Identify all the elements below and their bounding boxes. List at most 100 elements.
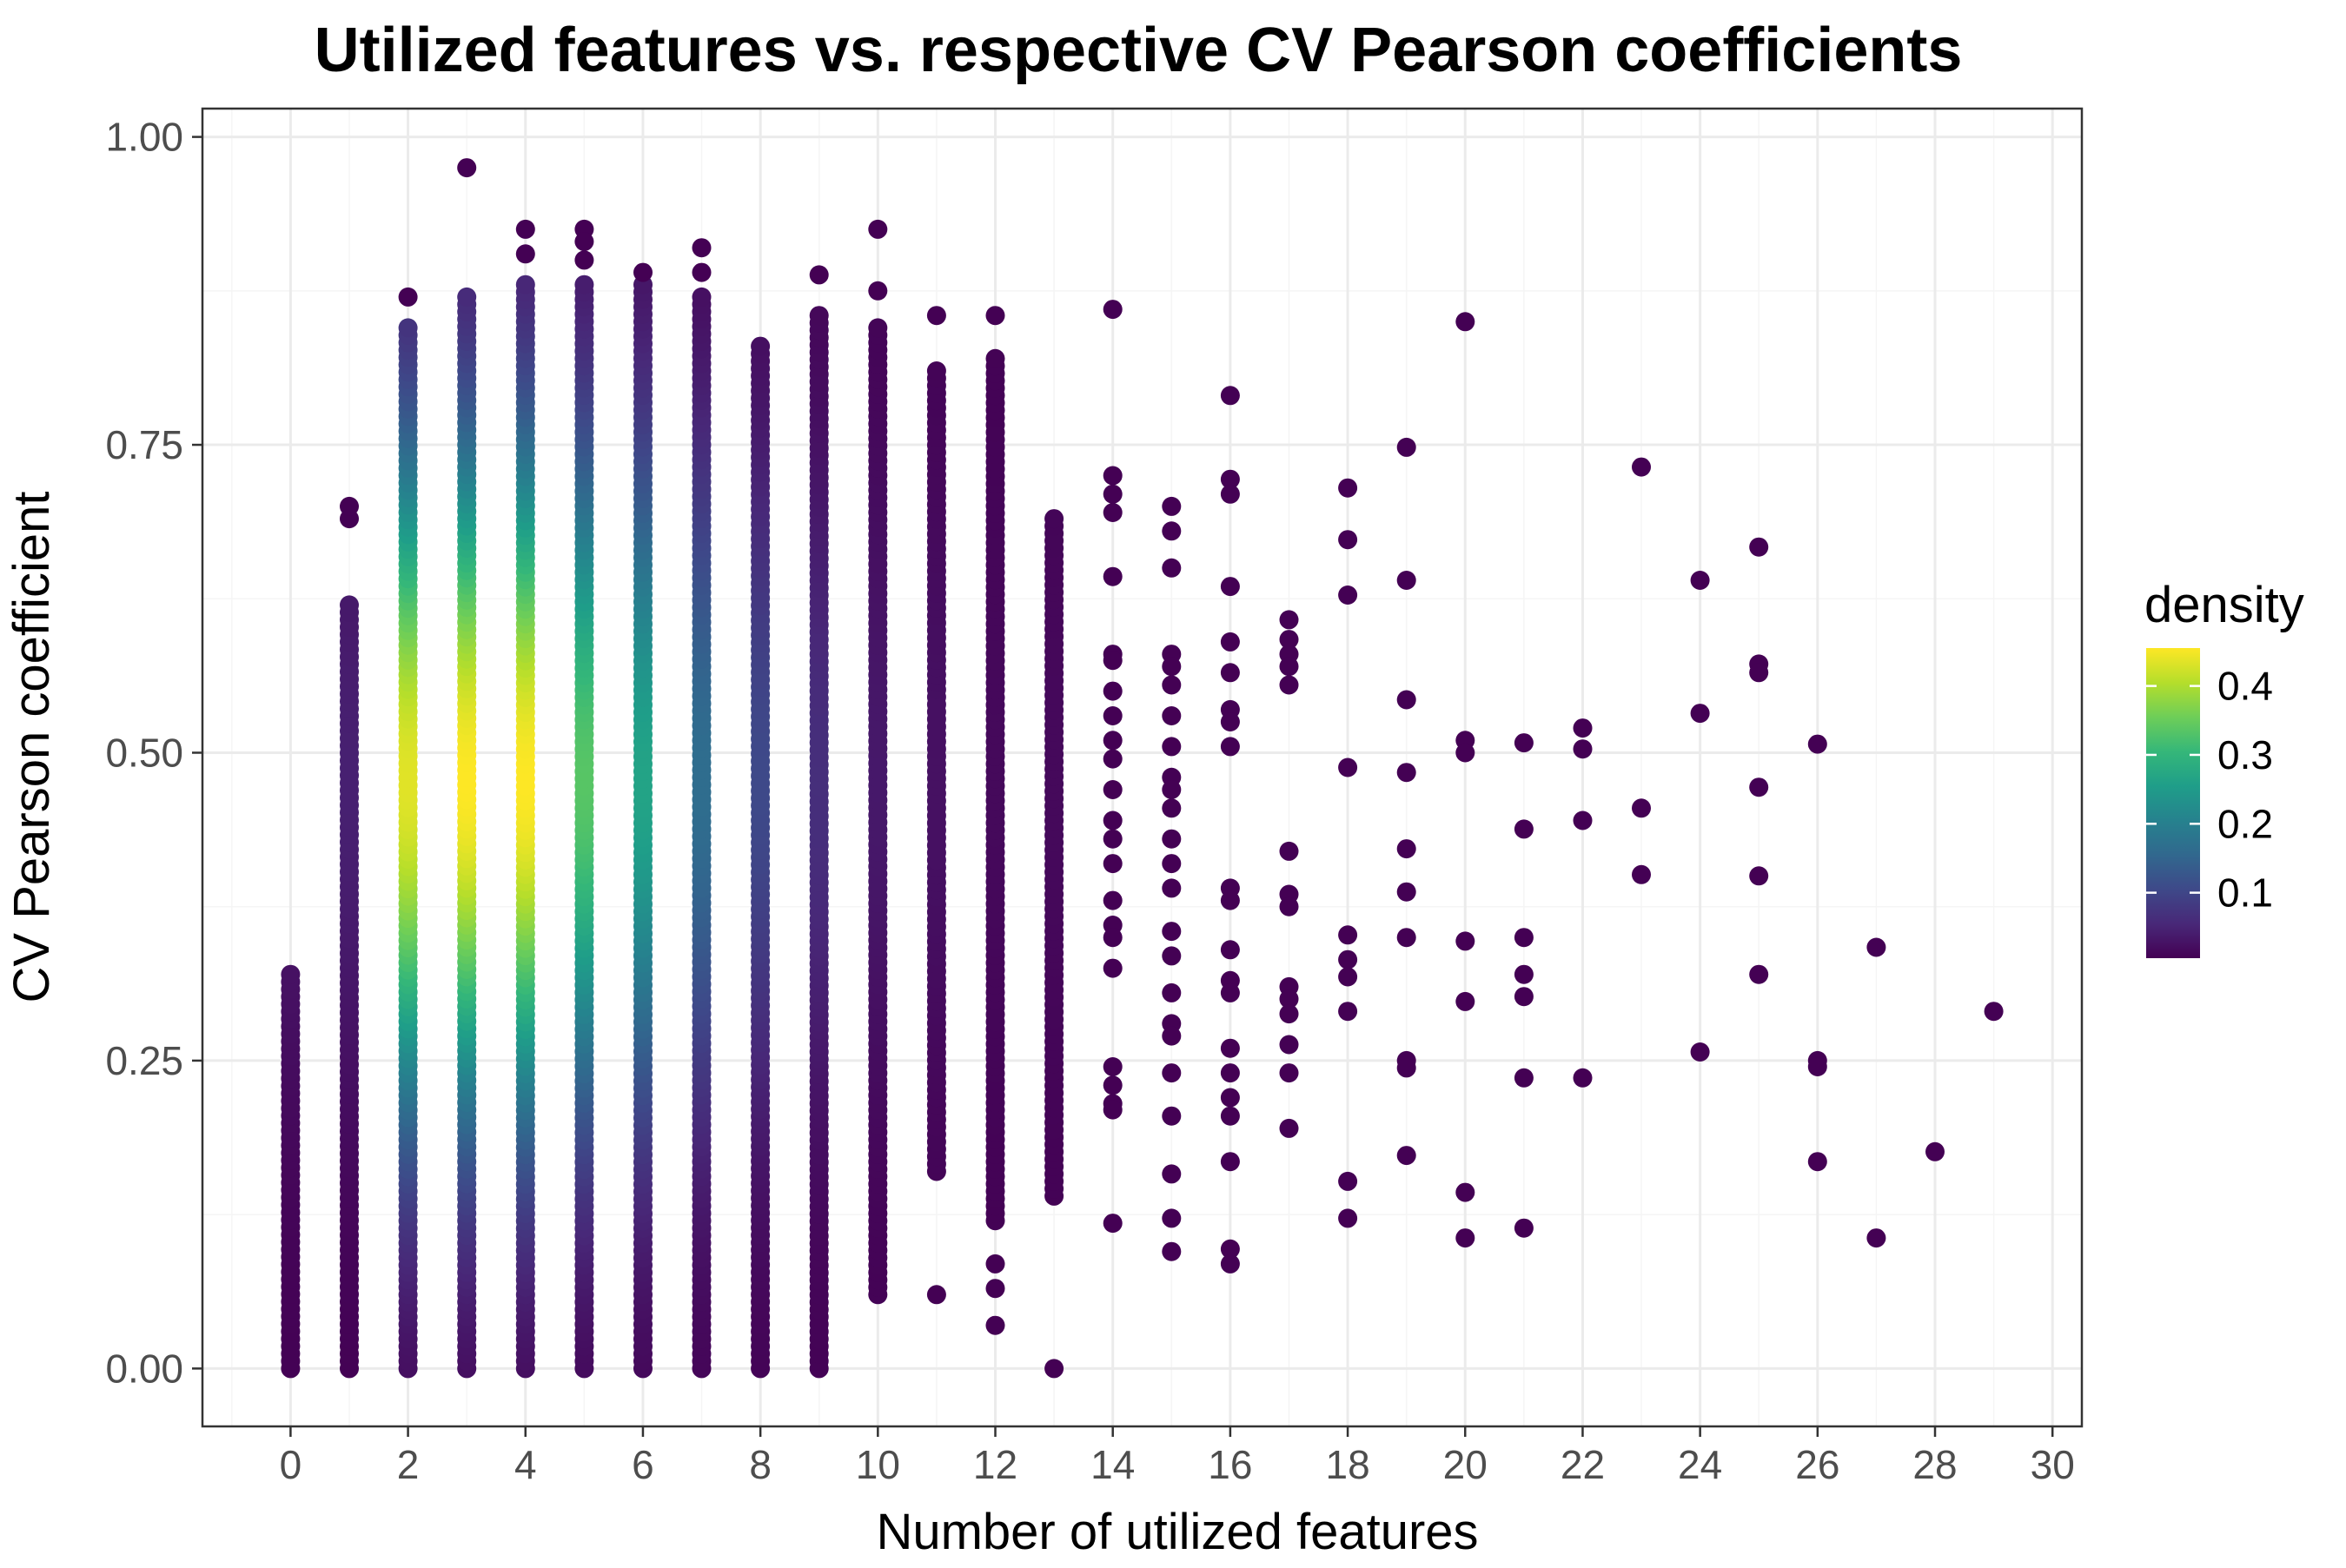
data-point — [1220, 940, 1240, 960]
data-point — [1279, 1063, 1299, 1083]
x-axis-title: Number of utilized features — [876, 1504, 1478, 1560]
data-point — [1396, 928, 1416, 948]
data-point — [1103, 1214, 1123, 1234]
data-point — [1103, 890, 1123, 910]
data-point — [1220, 386, 1240, 406]
data-point — [1396, 1058, 1416, 1078]
axes: 0 2 4 6 8 10 12 14 16 18 20 22 24 26 28 300.000.250.500… — [105, 115, 2074, 1487]
data-point — [1338, 949, 1358, 969]
y-tick-label: 0.75 — [105, 422, 183, 467]
data-point — [1279, 657, 1299, 677]
data-point — [1396, 571, 1416, 590]
data-point — [1396, 437, 1416, 457]
data-point — [1220, 737, 1240, 757]
data-point — [1338, 1171, 1358, 1191]
data-point — [1573, 718, 1593, 738]
data-point — [1749, 777, 1769, 797]
data-point — [1044, 1359, 1064, 1379]
data-point — [1573, 1068, 1593, 1088]
data-point — [1103, 300, 1123, 320]
data-point — [515, 219, 535, 239]
data-point — [926, 1285, 946, 1305]
data-point — [1396, 763, 1416, 783]
x-tick-label: 12 — [973, 1442, 1017, 1487]
data-point — [1338, 758, 1358, 777]
data-point — [1162, 1164, 1182, 1184]
legend-tick-label: 0.2 — [2217, 801, 2273, 846]
data-point — [1162, 946, 1182, 966]
data-point — [868, 281, 888, 301]
data-point — [1162, 1106, 1182, 1126]
data-point — [1103, 484, 1123, 504]
data-point — [340, 496, 359, 516]
data-point — [1925, 1141, 1945, 1161]
data-point — [692, 262, 712, 282]
data-point — [985, 306, 1005, 326]
data-point — [1220, 1038, 1240, 1058]
data-point — [1220, 469, 1240, 489]
data-point — [1162, 1241, 1182, 1261]
data-point — [926, 361, 946, 380]
data-point — [1279, 896, 1299, 916]
data-points — [281, 158, 2004, 1379]
data-point — [1103, 466, 1123, 486]
data-point — [1103, 706, 1123, 725]
y-tick-label: 1.00 — [105, 115, 183, 160]
data-point — [1690, 1042, 1710, 1062]
data-point — [1279, 841, 1299, 861]
data-point — [1220, 982, 1240, 1002]
data-point — [1338, 530, 1358, 550]
x-tick-label: 28 — [1912, 1442, 1957, 1487]
data-point — [1162, 521, 1182, 541]
chart-title: Utilized features vs. respective CV Pear… — [315, 16, 1963, 85]
x-tick-label: 16 — [1208, 1442, 1252, 1487]
data-point — [1455, 931, 1475, 951]
data-point — [1455, 1182, 1475, 1202]
x-tick-label: 14 — [1090, 1442, 1135, 1487]
data-point — [1220, 632, 1240, 652]
x-tick-label: 22 — [1561, 1442, 1605, 1487]
data-point — [1279, 630, 1299, 650]
data-point — [1749, 537, 1769, 557]
x-tick-label: 8 — [749, 1442, 772, 1487]
data-point — [1162, 1063, 1182, 1083]
data-point — [1162, 798, 1182, 818]
data-point — [1162, 1208, 1182, 1228]
data-point — [985, 1315, 1005, 1335]
x-tick-label: 2 — [397, 1442, 420, 1487]
data-point — [1984, 1002, 2004, 1022]
y-tick-label: 0.25 — [105, 1038, 183, 1083]
panel-border — [201, 107, 2084, 1428]
y-axis-title: CV Pearson coefficient — [3, 492, 60, 1003]
data-point — [1162, 675, 1182, 695]
data-point — [1632, 864, 1651, 884]
density-legend: density 0.4 0.3 0.2 0.1 — [2144, 577, 2304, 958]
data-point — [1690, 571, 1710, 590]
data-point — [1690, 704, 1710, 724]
legend-title: density — [2144, 577, 2304, 633]
data-point — [1514, 1068, 1534, 1088]
data-point — [1455, 312, 1475, 332]
data-point — [1279, 610, 1299, 630]
data-point — [1162, 706, 1182, 725]
data-point — [398, 318, 418, 338]
data-point — [1279, 675, 1299, 695]
data-point — [398, 287, 418, 307]
data-point — [1749, 663, 1769, 683]
data-point — [1338, 967, 1358, 987]
data-point — [809, 265, 829, 285]
data-point — [1162, 854, 1182, 874]
legend-tick-label: 0.1 — [2217, 870, 2273, 916]
data-point — [1220, 1063, 1240, 1083]
x-tick-label: 24 — [1678, 1442, 1722, 1487]
data-point — [574, 232, 594, 252]
data-point — [1396, 839, 1416, 859]
data-point — [1162, 878, 1182, 898]
data-point — [1103, 1100, 1123, 1120]
legend-tick-label: 0.4 — [2217, 664, 2273, 709]
data-point — [457, 287, 477, 307]
data-point — [1220, 1254, 1240, 1274]
data-point — [1103, 681, 1123, 701]
